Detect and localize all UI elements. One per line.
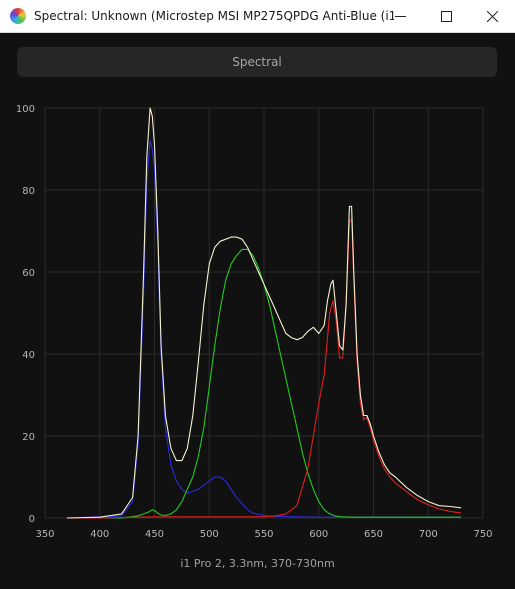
y-tick-label: 100 [16,104,35,115]
x-tick-label: 750 [473,529,492,540]
x-tick-label: 500 [200,529,219,540]
y-tick-label: 0 [29,514,35,525]
y-tick-label: 60 [22,268,35,279]
spectral-tab-button[interactable]: Spectral [17,47,497,77]
x-tick-label: 350 [35,529,54,540]
x-tick-label: 450 [145,529,164,540]
close-button[interactable] [469,0,515,32]
series-line-red [66,218,462,519]
x-tick-label: 400 [90,529,109,540]
app-logo-icon [10,8,26,24]
series-line-total [66,107,462,519]
y-tick-label: 80 [22,186,35,197]
minimize-icon [394,15,406,17]
x-tick-label: 550 [254,529,273,540]
close-icon [486,10,498,22]
y-tick-label: 40 [22,350,35,361]
series-line-green [66,248,462,519]
spectral-tab-label: Spectral [232,55,282,69]
y-tick-label: 20 [22,432,35,443]
series-line-blue [66,140,462,519]
x-tick-label: 650 [364,529,383,540]
x-tick-label: 600 [309,529,328,540]
window-title: Spectral: Unknown (Microstep MSI MP275QP… [34,9,394,23]
spectral-chart: 350 400 450 500 550 600 650 700 750 0 20 40 60 80 100 [16,104,493,540]
title-bar: Spectral: Unknown (Microstep MSI MP275QP… [0,0,515,33]
maximize-button[interactable] [423,0,469,32]
x-tick-label: 700 [419,529,438,540]
minimize-button[interactable] [377,0,423,32]
instrument-caption: i1 Pro 2, 3.3nm, 370-730nm [180,557,335,570]
maximize-icon [440,10,452,22]
